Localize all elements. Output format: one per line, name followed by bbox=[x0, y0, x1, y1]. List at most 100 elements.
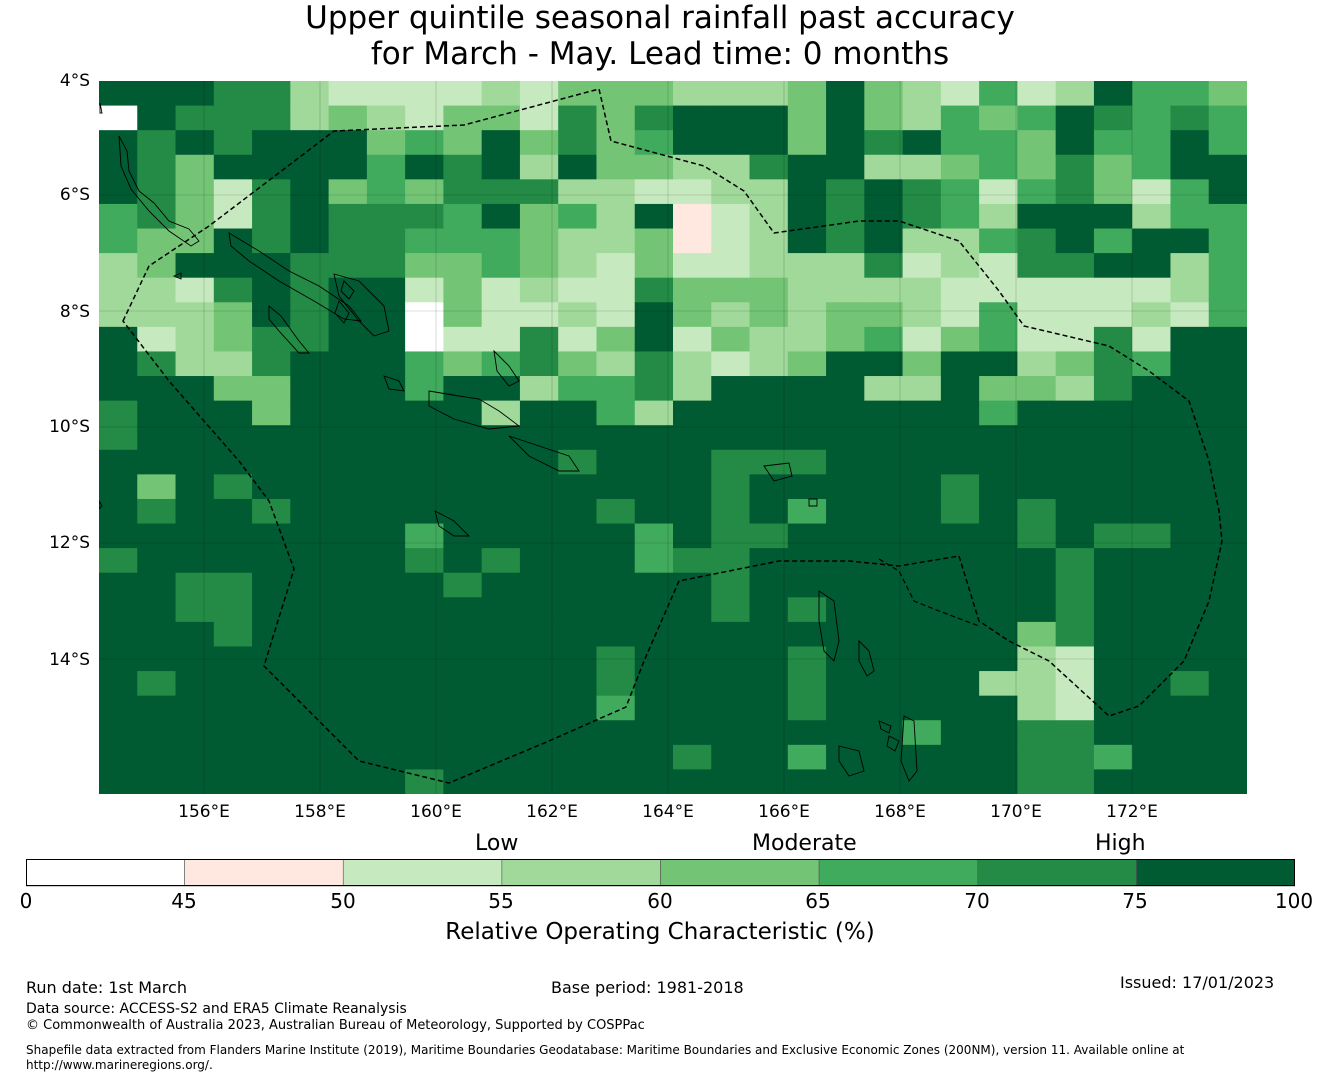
map-cell bbox=[711, 326, 751, 353]
colorbar-segment bbox=[342, 859, 503, 887]
map-cell bbox=[1093, 351, 1133, 377]
map-cell bbox=[99, 81, 138, 107]
map-cell bbox=[328, 548, 368, 574]
map-cell bbox=[328, 523, 368, 549]
map-cell bbox=[673, 474, 712, 500]
map-cell bbox=[1170, 572, 1210, 598]
map-cell bbox=[940, 744, 980, 771]
map-cell bbox=[99, 253, 138, 279]
rainfall-accuracy-map bbox=[99, 81, 1247, 794]
map-cell bbox=[137, 228, 177, 254]
map-cell bbox=[1208, 425, 1247, 451]
map-cell bbox=[787, 130, 827, 156]
map-cell bbox=[902, 548, 942, 574]
map-cell bbox=[519, 720, 559, 746]
map-cell bbox=[558, 548, 598, 574]
map-cell bbox=[443, 154, 483, 180]
map-cell bbox=[328, 769, 368, 794]
colorbar-segment bbox=[660, 859, 820, 887]
map-cell bbox=[1017, 671, 1057, 697]
map-cell bbox=[596, 203, 636, 230]
map-cell bbox=[519, 523, 559, 549]
map-cell bbox=[175, 302, 215, 328]
map-cell bbox=[826, 130, 865, 156]
lon-label-166e: 166°E bbox=[758, 802, 810, 822]
map-cell bbox=[902, 449, 942, 475]
map-cell bbox=[864, 572, 904, 598]
map-cell bbox=[902, 695, 942, 721]
map-cell bbox=[1017, 695, 1057, 721]
map-cell bbox=[1132, 105, 1172, 131]
map-cell bbox=[1208, 253, 1247, 279]
map-cell bbox=[787, 376, 827, 402]
map-cell bbox=[1208, 548, 1247, 574]
map-cell bbox=[1132, 548, 1172, 574]
map-cell bbox=[596, 105, 636, 131]
map-cell bbox=[1017, 81, 1057, 107]
map-cell bbox=[787, 228, 827, 254]
map-cell bbox=[519, 203, 559, 230]
map-cell bbox=[1208, 744, 1247, 771]
map-cell bbox=[979, 179, 1018, 205]
map-cell bbox=[902, 523, 942, 549]
map-cell bbox=[366, 498, 406, 525]
map-cell bbox=[519, 400, 559, 426]
map-cell bbox=[1093, 154, 1133, 180]
map-cell bbox=[864, 302, 904, 328]
map-cell bbox=[596, 548, 636, 574]
map-cell bbox=[137, 105, 177, 131]
legend-tick-100: 100 bbox=[1274, 889, 1314, 913]
legend-category-moderate: Moderate bbox=[752, 831, 857, 856]
map-cell bbox=[596, 326, 636, 353]
map-cell bbox=[826, 425, 865, 451]
map-cell bbox=[175, 81, 215, 107]
map-cell bbox=[213, 179, 253, 205]
map-cell bbox=[1170, 154, 1210, 180]
map-cell bbox=[443, 130, 483, 156]
legend-tick-60: 60 bbox=[647, 889, 673, 913]
map-cell bbox=[290, 695, 330, 721]
map-cell bbox=[902, 105, 942, 131]
map-cell bbox=[1132, 474, 1172, 500]
map-cell bbox=[558, 744, 598, 771]
map-cell bbox=[711, 81, 751, 107]
map-cell bbox=[558, 597, 598, 623]
map-cell bbox=[1208, 154, 1247, 180]
map-cell bbox=[1170, 523, 1210, 549]
map-cell bbox=[826, 498, 865, 525]
map-cell bbox=[99, 523, 138, 549]
map-cell bbox=[1093, 523, 1133, 549]
map-cell bbox=[519, 302, 559, 328]
map-cell bbox=[405, 130, 444, 156]
map-cell bbox=[405, 695, 444, 721]
map-cell bbox=[99, 474, 138, 500]
map-cell bbox=[252, 203, 291, 230]
map-cell bbox=[481, 105, 521, 131]
map-cell bbox=[673, 376, 712, 402]
issued-date: Issued: 17/01/2023 bbox=[1120, 973, 1275, 992]
map-cell bbox=[558, 277, 598, 303]
map-cell bbox=[864, 548, 904, 574]
map-cell bbox=[902, 597, 942, 623]
map-cell bbox=[443, 253, 483, 279]
map-cell bbox=[1055, 720, 1095, 746]
map-cell bbox=[673, 498, 712, 525]
map-cell bbox=[252, 646, 291, 672]
map-cell bbox=[213, 646, 253, 672]
map-cell bbox=[558, 646, 598, 672]
map-cell bbox=[749, 523, 789, 549]
map-cell bbox=[175, 769, 215, 794]
map-cell bbox=[213, 621, 253, 648]
map-cell bbox=[213, 253, 253, 279]
map-cell bbox=[481, 523, 521, 549]
map-cell bbox=[711, 228, 751, 254]
map-cell bbox=[1093, 277, 1133, 303]
map-cell bbox=[175, 523, 215, 549]
map-cell bbox=[252, 720, 291, 746]
map-cell bbox=[1055, 277, 1095, 303]
map-cell bbox=[1093, 744, 1133, 771]
legend-tick-0: 0 bbox=[19, 889, 33, 913]
map-cell bbox=[443, 179, 483, 205]
map-cell bbox=[1017, 376, 1057, 402]
map-cell bbox=[1208, 646, 1247, 672]
